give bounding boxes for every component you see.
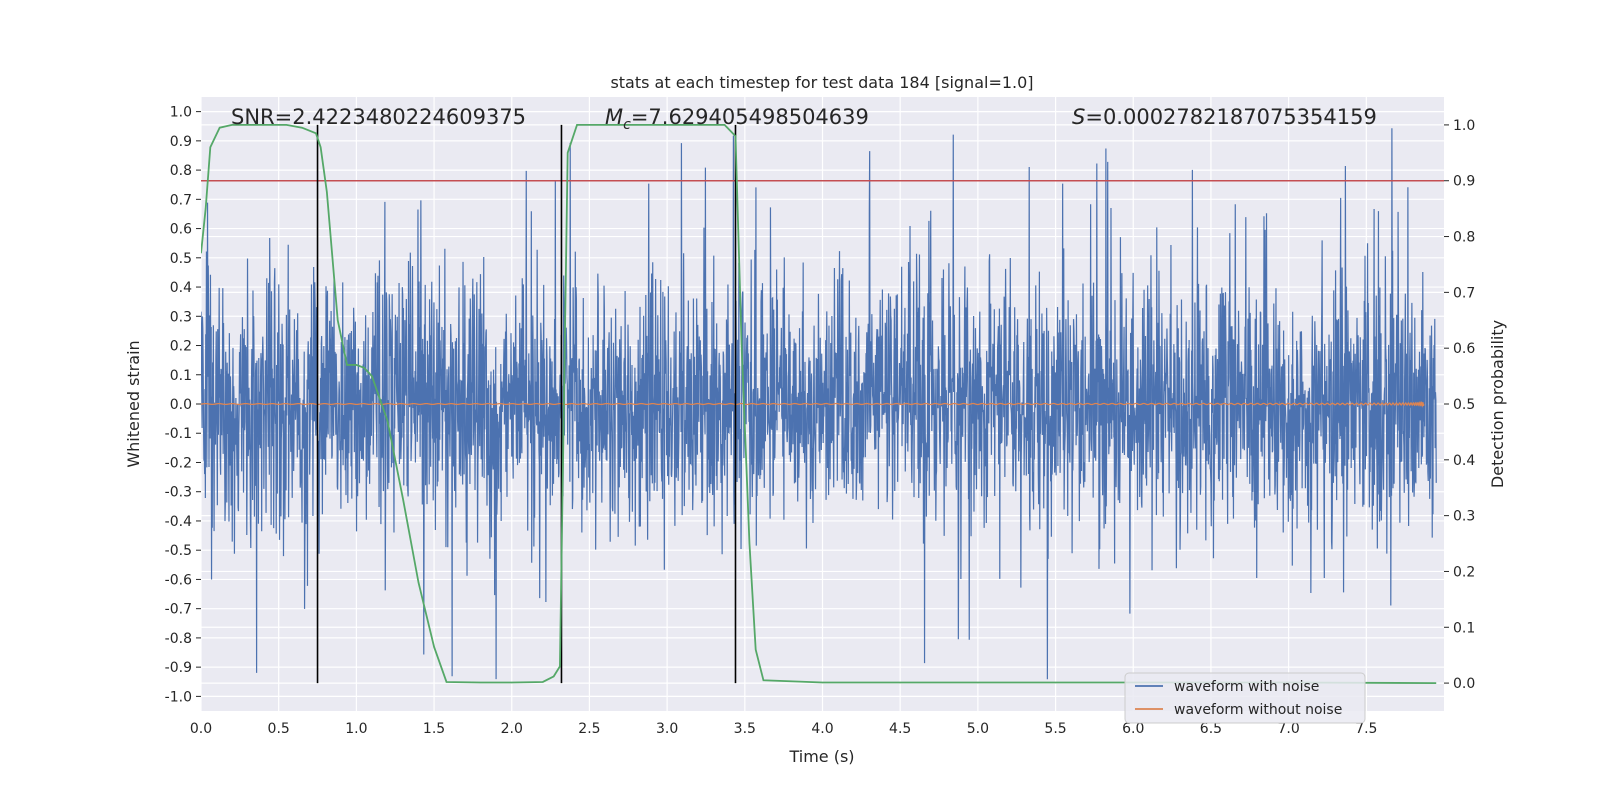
y-left-tick-label: -0.6 xyxy=(165,572,192,588)
chirp-mass-annotation: Mc=7.629405498504639 xyxy=(605,105,869,133)
x-tick-label: 1.5 xyxy=(423,721,445,737)
legend-label-clean: waveform without noise xyxy=(1174,702,1342,718)
y-left-tick-label: 0.6 xyxy=(170,222,192,238)
noise-waveform-line xyxy=(201,128,1437,680)
y-right-tick-label: 0.4 xyxy=(1453,453,1475,469)
x-tick-label: 4.5 xyxy=(889,721,911,737)
y-left-tick-label: 1.0 xyxy=(170,105,192,121)
x-tick-label: 6.0 xyxy=(1122,721,1144,737)
probability-line xyxy=(201,124,1437,684)
legend-label-noise: waveform with noise xyxy=(1174,679,1319,695)
snr-annotation: SNR=2.4223480224609375 xyxy=(231,105,526,129)
chirp-mass-symbol: M xyxy=(605,105,623,129)
s-annotation: S=0.0002782187075354159 xyxy=(1072,105,1377,129)
y-right-tick-label: 0.7 xyxy=(1453,285,1475,301)
x-tick-label: 6.5 xyxy=(1200,721,1222,737)
chirp-mass-value: =7.629405498504639 xyxy=(631,105,869,129)
y-left-tick-label: 0.7 xyxy=(170,192,192,208)
y-left-tick-label: 0.4 xyxy=(170,280,192,296)
x-tick-label: 1.0 xyxy=(345,721,367,737)
x-tick-labels: 0.0 0.5 1.0 1.5 2.0 2.5 3.0 3.5 4.0 4.5 5.0 5.5 6.0 6… xyxy=(190,721,1378,737)
x-tick-label: 2.0 xyxy=(501,721,523,737)
y-left-tick-label: -0.1 xyxy=(165,426,192,442)
legend: waveform with noise waveform without noi… xyxy=(1124,672,1366,724)
x-tick-label: 2.5 xyxy=(578,721,600,737)
clean-waveform-line xyxy=(201,400,1425,408)
y-left-tick-label: -0.3 xyxy=(165,485,192,501)
x-tick-label: 0.5 xyxy=(268,721,290,737)
y-right-tick-label: 0.9 xyxy=(1453,174,1475,190)
y-right-tick-label: 0.6 xyxy=(1453,341,1475,357)
chart-title: stats at each timestep for test data 184… xyxy=(610,73,1033,92)
x-tick-label: 4.0 xyxy=(811,721,833,737)
y-left-tick-label: 0.1 xyxy=(170,368,192,384)
chirp-mass-subscript: c xyxy=(623,117,631,133)
y-left-tick-label: -0.4 xyxy=(165,514,192,530)
y-left-tick-label: -0.7 xyxy=(165,602,192,618)
y-axis-label-left: Whitened strain xyxy=(124,340,143,467)
y-right-tick-label: 0.0 xyxy=(1453,676,1475,692)
legend-box xyxy=(1124,672,1366,724)
x-tick-label: 3.0 xyxy=(656,721,678,737)
x-tick-label: 7.0 xyxy=(1277,721,1299,737)
y-left-tick-label: -0.2 xyxy=(165,455,192,471)
s-value: =0.0002782187075354159 xyxy=(1085,105,1377,129)
y-right-tick-label: 0.3 xyxy=(1453,509,1475,525)
x-tick-label: 5.5 xyxy=(1044,721,1066,737)
y-left-tick-label: -0.8 xyxy=(165,631,192,647)
s-symbol: S xyxy=(1072,105,1085,129)
y-left-tick-label: 0.5 xyxy=(170,251,192,267)
y-right-tick-label: 0.1 xyxy=(1453,620,1475,636)
x-tick-label: 7.5 xyxy=(1355,721,1377,737)
y-left-tick-label: 0.3 xyxy=(170,309,192,325)
y-left-tick-labels: 1.0 0.9 0.8 0.7 0.6 0.5 0.4 0.3 0.2 0.1 0.0 -0.1 -0.… xyxy=(165,105,201,705)
x-tick-label: 0.0 xyxy=(190,721,212,737)
y-left-tick-label: 0.0 xyxy=(170,397,192,413)
y-left-tick-label: -1.0 xyxy=(165,689,192,705)
x-tick-label: 3.5 xyxy=(734,721,756,737)
y-right-tick-label: 1.0 xyxy=(1453,118,1475,134)
x-axis-label: Time (s) xyxy=(788,747,854,766)
y-left-tick-label: 0.2 xyxy=(170,339,192,355)
y-left-tick-label: -0.5 xyxy=(165,543,192,559)
x-tick-label: 5.0 xyxy=(967,721,989,737)
y-left-tick-label: 0.8 xyxy=(170,163,192,179)
y-right-tick-label: 0.5 xyxy=(1453,397,1475,413)
y-left-tick-label: -0.9 xyxy=(165,660,192,676)
y-right-tick-label: 0.2 xyxy=(1453,564,1475,580)
y-axis-label-right: Detection probability xyxy=(1488,320,1507,488)
y-right-tick-labels: 1.0 0.9 0.8 0.7 0.6 0.5 0.4 0.3 0.2 0.1 0.0 xyxy=(1444,118,1475,692)
y-left-tick-label: 0.9 xyxy=(170,134,192,150)
y-right-tick-label: 0.8 xyxy=(1453,230,1475,246)
